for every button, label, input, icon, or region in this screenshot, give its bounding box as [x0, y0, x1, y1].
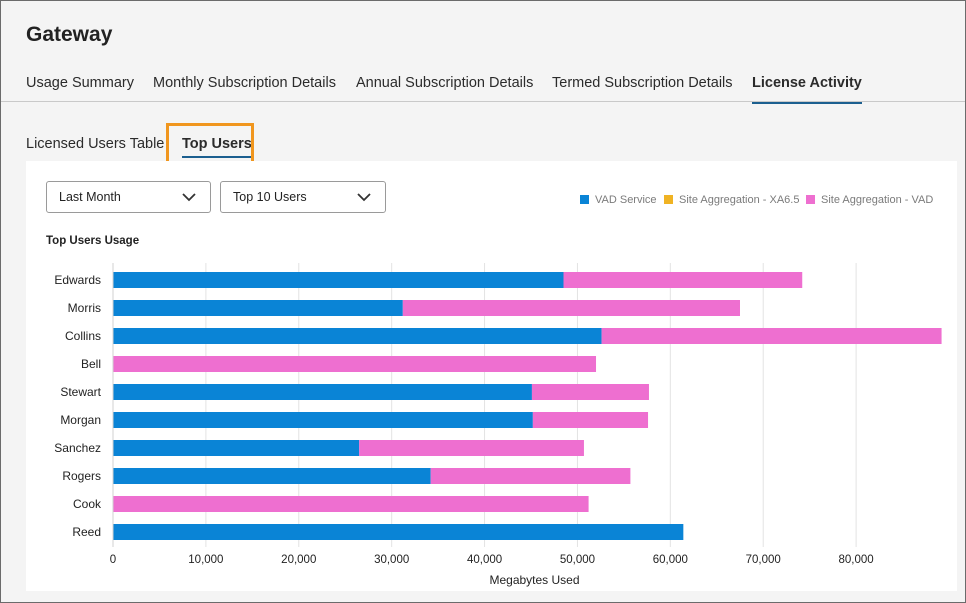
- x-tick-label: 10,000: [188, 554, 223, 566]
- chevron-down-icon: [182, 193, 196, 202]
- bar-site-aggregation-vad: [531, 384, 649, 400]
- tab-usage-summary[interactable]: Usage Summary: [26, 75, 134, 91]
- bar-vad-service: [113, 440, 360, 456]
- bar-vad-service: [113, 468, 431, 484]
- bar-site-aggregation-vad: [430, 468, 631, 484]
- user-count-select-value: Top 10 Users: [233, 190, 307, 204]
- bar-vad-service: [113, 384, 532, 400]
- tab-termed-subscription-details[interactable]: Termed Subscription Details: [552, 75, 733, 91]
- legend-item-vad-service[interactable]: VAD Service: [580, 194, 657, 206]
- chart-panel: Last Month Top 10 Users VAD Service Site…: [26, 161, 957, 591]
- period-select[interactable]: Last Month: [46, 181, 211, 213]
- y-tick-label: Collins: [65, 329, 101, 343]
- y-tick-label: Cook: [73, 497, 102, 511]
- bar-vad-service: [113, 524, 684, 540]
- x-tick-label: 80,000: [839, 554, 874, 566]
- tab-license-activity[interactable]: License Activity: [752, 75, 862, 104]
- y-tick-label: Reed: [72, 525, 101, 539]
- x-axis-label: Megabytes Used: [489, 573, 579, 587]
- subtab-licensed-users-table[interactable]: Licensed Users Table: [26, 136, 165, 152]
- bar-vad-service: [113, 328, 602, 344]
- subtab-top-users[interactable]: Top Users: [182, 136, 252, 158]
- page-title: Gateway: [26, 23, 113, 46]
- chevron-down-icon: [357, 193, 371, 202]
- legend-swatch: [664, 195, 673, 204]
- bar-vad-service: [113, 272, 564, 288]
- chart-title: Top Users Usage: [46, 235, 140, 247]
- period-select-value: Last Month: [59, 190, 121, 204]
- bar-site-aggregation-vad: [601, 328, 942, 344]
- y-tick-label: Edwards: [54, 273, 101, 287]
- main-tabs: Usage Summary Monthly Subscription Detai…: [1, 61, 965, 104]
- bar-site-aggregation-vad: [563, 272, 803, 288]
- x-tick-label: 30,000: [374, 554, 409, 566]
- bar-site-aggregation-vad: [113, 356, 597, 372]
- bar-site-aggregation-vad: [532, 412, 649, 428]
- y-tick-label: Morgan: [60, 413, 101, 427]
- y-tick-label: Morris: [68, 301, 101, 315]
- x-tick-label: 70,000: [746, 554, 781, 566]
- tab-monthly-subscription-details[interactable]: Monthly Subscription Details: [153, 75, 336, 91]
- user-count-select[interactable]: Top 10 Users: [220, 181, 386, 213]
- x-tick-label: 60,000: [653, 554, 688, 566]
- tab-annual-subscription-details[interactable]: Annual Subscription Details: [356, 75, 534, 91]
- legend-swatch: [806, 195, 815, 204]
- x-tick-label: 40,000: [467, 554, 502, 566]
- y-tick-label: Stewart: [60, 385, 101, 399]
- bar-site-aggregation-vad: [402, 300, 740, 316]
- bar-site-aggregation-vad: [359, 440, 584, 456]
- active-subtab-underline: [182, 156, 252, 158]
- bar-vad-service: [113, 300, 403, 316]
- legend-item-site-aggregation-vad[interactable]: Site Aggregation - VAD: [806, 194, 933, 206]
- legend-label: VAD Service: [595, 194, 657, 206]
- legend-swatch: [580, 195, 589, 204]
- top-users-bar-chart: 0 10,000 20,000 30,000 40,000 50,000 60,000 70,…: [54, 263, 942, 587]
- y-tick-label: Bell: [81, 357, 101, 371]
- x-tick-label: 50,000: [560, 554, 595, 566]
- subtab-top-users-label: Top Users: [182, 136, 252, 152]
- bar-site-aggregation-vad: [113, 496, 589, 512]
- bar-vad-service: [113, 412, 533, 428]
- x-tick-label: 20,000: [281, 554, 316, 566]
- y-tick-label: Sanchez: [54, 441, 101, 455]
- legend-label: Site Aggregation - VAD: [821, 194, 934, 206]
- legend-item-site-aggregation-xa65[interactable]: Site Aggregation - XA6.5: [664, 194, 799, 206]
- x-tick-label: 0: [110, 554, 116, 566]
- legend-label: Site Aggregation - XA6.5: [679, 194, 800, 206]
- y-tick-label: Rogers: [62, 469, 101, 483]
